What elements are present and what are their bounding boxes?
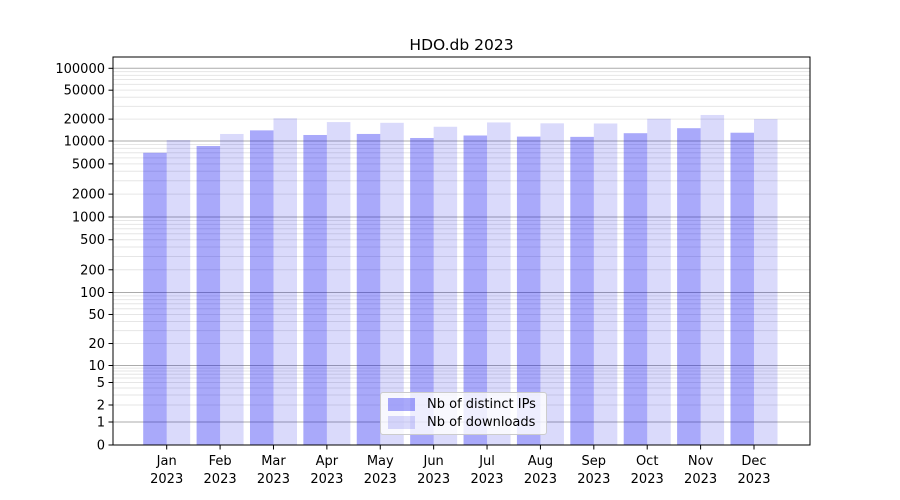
legend-item-distinct-ips: Nb of distinct IPs — [388, 396, 538, 414]
x-tick-year-apr: 2023 — [310, 472, 343, 487]
bar-downloads-aug — [540, 123, 564, 446]
bar-ips-dec — [730, 132, 754, 446]
x-tick-year-may: 2023 — [364, 472, 397, 487]
x-tick-label-feb: Feb — [209, 454, 232, 469]
bar-ips-jun — [410, 137, 434, 445]
axes-frame — [112, 56, 811, 446]
y-tick-label-20: 20 — [88, 337, 105, 352]
x-tick-label-oct: Oct — [636, 454, 658, 469]
y-tick-label-5: 5 — [97, 376, 105, 391]
x-tick-label-jan: Jan — [156, 454, 177, 469]
y-tick-label-20000: 20000 — [64, 113, 105, 128]
bar-ips-oct — [623, 133, 648, 445]
y-tick-label-500: 500 — [80, 233, 105, 248]
y-tick-label-1: 1 — [97, 416, 105, 431]
bar-ips-may — [356, 133, 381, 445]
y-tick-label-2000: 2000 — [72, 188, 105, 203]
x-tick-label-jul: Jul — [478, 454, 495, 469]
x-tick-year-jan: 2023 — [150, 472, 183, 487]
x-tick-year-aug: 2023 — [524, 472, 557, 487]
bar-downloads-jul — [487, 122, 511, 446]
x-tick-year-jun: 2023 — [417, 472, 450, 487]
bar-downloads-jan — [166, 140, 191, 446]
bar-ips-aug — [516, 136, 541, 445]
x-tick-year-nov: 2023 — [684, 472, 717, 487]
bar-ips-jul — [463, 135, 488, 445]
x-tick-year-feb: 2023 — [204, 472, 237, 487]
x-tick-year-jul: 2023 — [470, 472, 503, 487]
bar-ips-apr — [303, 134, 327, 445]
y-tick-label-5000: 5000 — [72, 157, 105, 172]
legend: Nb of distinct IPs Nb of downloads — [380, 392, 547, 435]
y-tick-label-10: 10 — [88, 359, 105, 374]
bar-downloads-nov — [700, 114, 725, 445]
bar-ips-sep — [570, 136, 594, 445]
bar-downloads-jun — [433, 126, 458, 446]
bar-downloads-sep — [593, 123, 618, 445]
y-tick-label-50000: 50000 — [64, 84, 105, 99]
y-tick-label-100: 100 — [80, 286, 105, 301]
x-tick-label-nov: Nov — [688, 454, 714, 469]
x-tick-label-sep: Sep — [582, 454, 607, 469]
y-tick-label-10000: 10000 — [64, 135, 105, 150]
x-tick-year-mar: 2023 — [257, 472, 290, 487]
legend-label-downloads: Nb of downloads — [427, 414, 536, 430]
x-tick-label-mar: Mar — [261, 454, 286, 469]
x-tick-label-dec: Dec — [741, 454, 766, 469]
x-tick-year-dec: 2023 — [737, 472, 770, 487]
x-tick-label-aug: Aug — [528, 454, 553, 469]
legend-item-downloads: Nb of downloads — [388, 414, 538, 432]
x-tick-label-may: May — [367, 454, 394, 469]
y-tick-label-50: 50 — [88, 308, 105, 323]
y-tick-label-200: 200 — [80, 263, 105, 278]
bar-ips-jan — [143, 152, 167, 445]
x-tick-label-apr: Apr — [316, 454, 339, 469]
bar-ips-mar — [249, 130, 274, 445]
bar-ips-feb — [196, 145, 221, 445]
bar-downloads-dec — [753, 119, 778, 446]
y-tick-label-0: 0 — [97, 439, 105, 454]
x-tick-year-sep: 2023 — [577, 472, 610, 487]
bar-downloads-apr — [326, 122, 351, 446]
x-tick-year-oct: 2023 — [631, 472, 664, 487]
bar-downloads-mar — [273, 118, 297, 445]
x-tick-label-jun: Jun — [422, 454, 443, 469]
legend-swatch-downloads — [388, 415, 415, 429]
bar-downloads-feb — [220, 133, 244, 445]
bar-ips-nov — [677, 128, 701, 445]
legend-label-distinct-ips: Nb of distinct IPs — [427, 397, 536, 413]
y-tick-label-100000: 100000 — [55, 62, 105, 77]
legend-swatch-distinct-ips — [388, 398, 415, 412]
chart-title: HDO.db 2023 — [409, 36, 514, 54]
y-tick-label-1000: 1000 — [72, 211, 105, 226]
y-tick-label-2: 2 — [97, 398, 105, 413]
bar-downloads-oct — [647, 118, 671, 445]
bar-downloads-may — [380, 122, 404, 445]
